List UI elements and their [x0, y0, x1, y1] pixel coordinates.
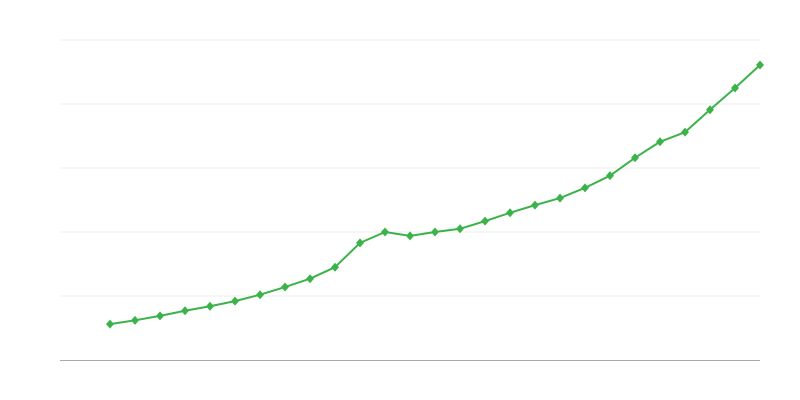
data-point-marker [506, 208, 514, 218]
data-point-marker [406, 231, 414, 241]
data-point-marker [206, 301, 214, 311]
data-point-marker [556, 193, 564, 203]
data-point-marker [681, 127, 689, 137]
data-point-marker [381, 227, 389, 237]
data-point-marker [531, 200, 539, 210]
data-point-marker [431, 227, 439, 237]
data-point-marker [356, 238, 364, 248]
data-point-marker [481, 216, 489, 226]
data-point-marker [181, 306, 189, 316]
data-point-marker [131, 315, 139, 325]
data-point-marker [656, 137, 664, 147]
data-point-marker [606, 171, 614, 181]
data-point-marker [456, 224, 464, 234]
data-point-marker [256, 290, 264, 300]
data-point-marker [281, 282, 289, 292]
data-point-marker [731, 83, 739, 93]
data-point-marker [156, 311, 164, 321]
data-point-marker [106, 319, 114, 329]
data-point-marker [331, 262, 339, 272]
data-point-marker [581, 183, 589, 193]
data-point-marker [756, 60, 764, 70]
data-point-marker [631, 153, 639, 163]
data-point-marker [231, 296, 239, 306]
data-point-marker [706, 105, 714, 115]
data-point-marker [306, 274, 314, 284]
series-group [106, 60, 764, 329]
gridlines [60, 39, 760, 297]
